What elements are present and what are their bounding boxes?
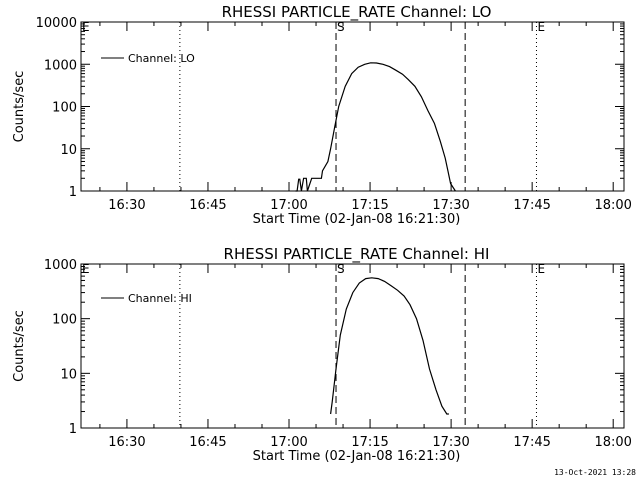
p1-title: RHESSI PARTICLE_RATE Channel: LO xyxy=(222,3,492,22)
p2-y-tick-label: 1 xyxy=(69,422,77,437)
p1-x-tick-label: 17:30 xyxy=(432,198,469,213)
p2-series-line xyxy=(330,277,449,415)
p2-x-tick-label: 17:00 xyxy=(270,435,307,450)
p2-x-tick-label: 16:45 xyxy=(189,435,226,450)
p2-x-tick-label: 17:45 xyxy=(513,435,550,450)
p1-x-tick-label: 18:00 xyxy=(594,198,631,213)
p1-plot-frame xyxy=(80,21,625,192)
p2-x-tick-label: 16:30 xyxy=(108,435,145,450)
p2-title: RHESSI PARTICLE_RATE Channel: HI xyxy=(224,245,490,264)
p2-y-tick-label: 10 xyxy=(60,367,77,382)
p1-y-axis-label: Counts/sec xyxy=(12,71,27,143)
p2-x-tick-label: 17:15 xyxy=(351,435,388,450)
p1-x-tick-label: 16:45 xyxy=(189,198,226,213)
p1-x-tick-label: 17:45 xyxy=(513,198,550,213)
p1-x-axis-label: Start Time (02-Jan-08 16:21:30) xyxy=(253,212,461,227)
p2-y-tick-label: 1000 xyxy=(44,258,77,273)
p2-marker-label: E xyxy=(537,262,545,276)
p1-y-tick-label: 10 xyxy=(60,143,77,158)
p1-y-tick-label: 10000 xyxy=(36,16,77,31)
p2-plot-frame xyxy=(80,263,625,429)
p1-marker-label: E xyxy=(82,20,90,34)
p2-x-tick-label: 17:30 xyxy=(432,435,469,450)
p2-y-tick-label: 100 xyxy=(52,313,77,328)
p2-marker-label: E xyxy=(82,262,90,276)
p1-series-line xyxy=(295,62,456,192)
p2-x-tick-label: 18:00 xyxy=(594,435,631,450)
p2-y-axis-label: Counts/sec xyxy=(12,310,27,382)
p1-x-tick-label: 17:15 xyxy=(351,198,388,213)
p1-x-tick-label: 17:00 xyxy=(270,198,307,213)
p2-legend-label: Channel: HI xyxy=(128,292,192,305)
p1-legend-label: Channel: LO xyxy=(128,52,195,65)
p2-x-axis-label: Start Time (02-Jan-08 16:21:30) xyxy=(253,449,461,464)
p1-marker-label: S xyxy=(337,20,345,34)
p1-y-tick-label: 100 xyxy=(52,101,77,116)
p1-x-tick-label: 16:30 xyxy=(108,198,145,213)
p2-marker-label: S xyxy=(337,262,345,276)
p1-marker-label: E xyxy=(537,20,545,34)
p1-y-tick-label: 1000 xyxy=(44,58,77,73)
footer-timestamp: 13-Oct-2021 13:28 xyxy=(554,468,636,477)
p1-y-tick-label: 1 xyxy=(69,185,77,200)
